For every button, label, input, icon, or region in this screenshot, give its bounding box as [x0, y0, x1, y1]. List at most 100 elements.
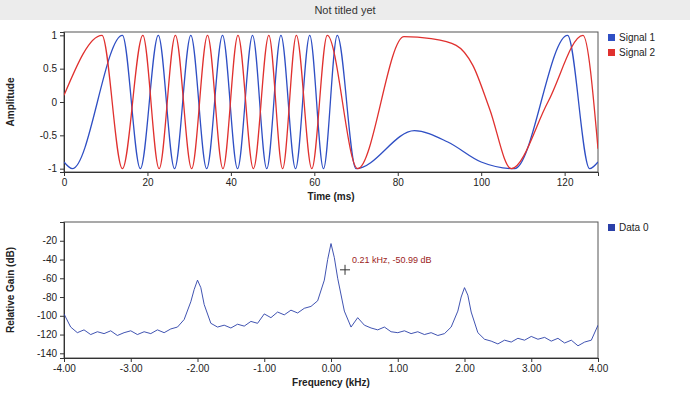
tick-label: -0.5	[40, 130, 58, 141]
tick-label: 60	[309, 177, 321, 188]
tick-label: -100	[37, 310, 57, 321]
tick-label: -60	[43, 273, 58, 284]
tick-mark	[531, 358, 532, 362]
tick: -140	[37, 348, 64, 359]
tick-mark	[60, 260, 64, 261]
chart-root: Not titled yet020406080100120-1-0.500.51…	[0, 0, 690, 411]
tick-label: 40	[226, 177, 238, 188]
tick: 1	[51, 30, 64, 41]
tick-label: 2.00	[455, 363, 475, 374]
tick-label: -4.00	[53, 363, 76, 374]
tick: -3.00	[120, 358, 143, 374]
tick-label: 0.5	[43, 63, 57, 74]
panel: 020406080100120-1-0.500.51Time (ms)Ampli…	[5, 30, 656, 202]
y-axis: -1-0.500.51	[40, 30, 65, 174]
series-line	[64, 35, 598, 168]
tick-mark	[60, 278, 64, 279]
tick-mark	[60, 169, 64, 170]
tick: 0.00	[322, 358, 342, 374]
tick-mark	[481, 172, 482, 176]
tick-mark	[565, 172, 566, 176]
title-bar	[0, 0, 690, 20]
tick-mark	[60, 102, 64, 103]
tick-label: 1	[51, 30, 57, 41]
tick-label: 120	[557, 177, 574, 188]
legend-swatch	[608, 224, 615, 231]
tick-label: -120	[37, 329, 57, 340]
tick-label: -140	[37, 348, 57, 359]
legend-label: Data 0	[619, 222, 649, 233]
tick-mark	[131, 358, 132, 362]
tick-label: 1.00	[389, 363, 409, 374]
y-axis-title: Amplitude	[5, 77, 16, 126]
plot-area	[64, 244, 598, 346]
tick-label: -20	[43, 235, 58, 246]
legend-swatch	[608, 34, 615, 41]
tick-label: -3.00	[120, 363, 143, 374]
legend-label: Signal 1	[619, 32, 656, 43]
tick: -60	[43, 273, 64, 284]
tick: 1.00	[389, 358, 409, 374]
tick-label: -1.00	[253, 363, 276, 374]
tick-mark	[264, 358, 265, 362]
tick-mark	[60, 316, 64, 317]
tick: -4.00	[53, 358, 76, 374]
y-axis: -140 -120 -100 -80 -60 -40 -20	[37, 223, 65, 360]
tick: 100	[473, 172, 490, 188]
tick: 20	[142, 172, 154, 188]
series-line	[64, 35, 598, 168]
tick: -120	[37, 329, 64, 340]
crosshair-v	[345, 265, 346, 275]
tick-label: 3.00	[522, 363, 542, 374]
tick: 60	[309, 172, 321, 188]
plot-area	[64, 35, 598, 168]
canvas: Not titled yet020406080100120-1-0.500.51…	[0, 0, 690, 411]
tick: 40	[226, 172, 238, 188]
tick-mark	[198, 358, 199, 362]
tick: 0	[51, 97, 64, 108]
legend-label: Signal 2	[619, 47, 656, 58]
tick-mark	[398, 358, 399, 362]
tick-mark	[598, 358, 599, 362]
plot-frame	[64, 32, 598, 172]
crosshair	[340, 265, 350, 275]
annotation: 0.21 kHz, -50.99 dB	[352, 255, 432, 265]
tick-label: -2.00	[187, 363, 210, 374]
tick: -2.00	[187, 358, 210, 374]
legend: Data 0	[608, 222, 649, 233]
tick-label: -40	[43, 254, 58, 265]
tick: -100	[37, 310, 64, 321]
tick-label: 4.00	[589, 363, 609, 374]
x-axis: -4.00 -3.00 -2.00 -1.00 0.00 1.00 2.00 3.00 4.00	[53, 358, 609, 374]
tick-mark	[60, 69, 64, 70]
tick: -80	[43, 292, 64, 303]
series-line	[64, 244, 598, 346]
tick: 3.00	[522, 358, 542, 374]
axis-line	[60, 223, 65, 359]
window-title: Not titled yet	[314, 4, 375, 16]
tick-label: 80	[393, 177, 405, 188]
axis-line	[65, 359, 599, 363]
axis-line	[60, 33, 65, 173]
tick-label: 0.00	[322, 363, 342, 374]
tick-mark	[331, 358, 332, 362]
tick: 120	[557, 172, 574, 188]
tick-mark	[60, 135, 64, 136]
panel: -4.00 -3.00 -2.00 -1.00 0.00 1.00 2.00 3.00 4.00…	[5, 222, 649, 388]
tick: -1.00	[253, 358, 276, 374]
tick-label: -80	[43, 292, 58, 303]
tick-label: 0	[51, 97, 57, 108]
tick: 0	[62, 172, 68, 188]
axis-line	[65, 173, 599, 177]
tick-label: 20	[142, 177, 154, 188]
tick-mark	[465, 358, 466, 362]
tick-mark	[60, 241, 64, 242]
tick-label: 100	[473, 177, 490, 188]
legend: Signal 1 Signal 2	[608, 32, 656, 58]
legend-swatch	[608, 49, 615, 56]
tick-label: 0	[62, 177, 68, 188]
tick: 4.00	[589, 358, 609, 374]
tick-mark	[147, 172, 148, 176]
x-axis-title: Time (ms)	[307, 191, 354, 202]
tick-mark	[60, 35, 64, 36]
